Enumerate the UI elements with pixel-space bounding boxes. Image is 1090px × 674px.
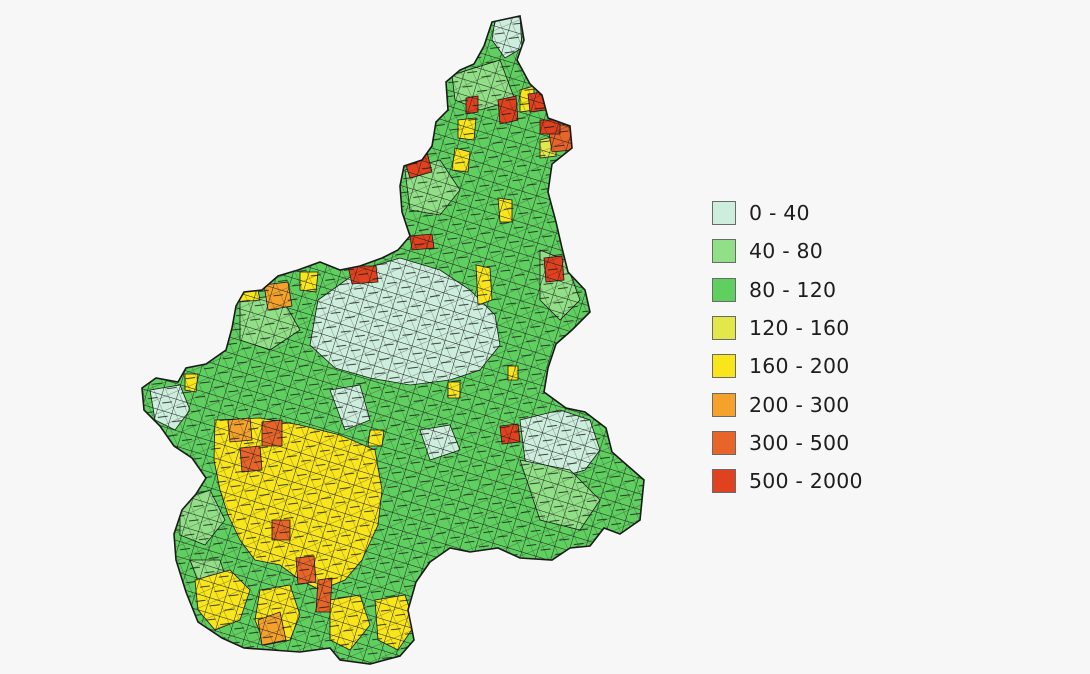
legend-label: 500 - 2000 bbox=[749, 469, 863, 494]
map-legend: 0 - 40 40 - 80 80 - 120 120 - 160 160 - 200 2… bbox=[712, 194, 863, 500]
legend-item: 120 - 160 bbox=[712, 309, 863, 347]
legend-label: 0 - 40 bbox=[749, 201, 810, 226]
legend-label: 40 - 80 bbox=[749, 239, 824, 264]
legend-swatch bbox=[712, 354, 736, 379]
legend-swatch bbox=[712, 316, 736, 341]
legend-item: 500 - 2000 bbox=[712, 462, 863, 500]
legend-swatch bbox=[712, 430, 736, 455]
legend-swatch bbox=[712, 239, 736, 264]
legend-item: 300 - 500 bbox=[712, 424, 863, 462]
legend-label: 200 - 300 bbox=[749, 392, 850, 417]
legend-item: 80 - 120 bbox=[712, 271, 863, 309]
legend-swatch bbox=[712, 277, 736, 302]
legend-item: 200 - 300 bbox=[712, 385, 863, 423]
legend-label: 300 - 500 bbox=[749, 430, 850, 455]
legend-item: 0 - 40 bbox=[712, 194, 863, 232]
legend-label: 120 - 160 bbox=[749, 316, 850, 341]
legend-swatch bbox=[712, 201, 736, 226]
legend-label: 160 - 200 bbox=[749, 354, 850, 379]
legend-swatch bbox=[712, 469, 736, 494]
legend-label: 80 - 120 bbox=[749, 277, 837, 302]
region-outline bbox=[141, 15, 645, 665]
legend-item: 160 - 200 bbox=[712, 347, 863, 385]
legend-item: 40 - 80 bbox=[712, 232, 863, 270]
legend-swatch bbox=[712, 392, 736, 417]
